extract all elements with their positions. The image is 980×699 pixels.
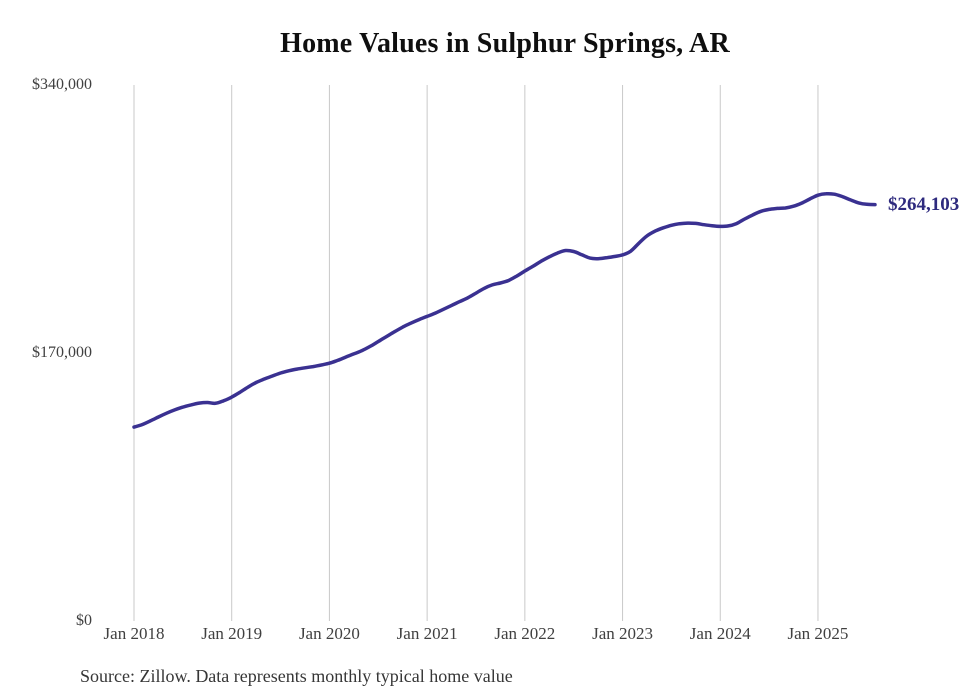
x-axis-label: Jan 2018 [103, 624, 165, 643]
current-value-label: $264,103 [887, 193, 960, 215]
source-note: Source: Zillow. Data represents monthly … [80, 666, 513, 686]
y-axis-label: $340,000 [32, 76, 92, 93]
y-axis-label: $0 [76, 612, 92, 629]
chart-title: Home Values in Sulphur Springs, AR [280, 28, 730, 59]
x-axis-label: Jan 2023 [592, 624, 653, 643]
home-value-line [132, 191, 877, 429]
x-axis-label: Jan 2019 [201, 624, 263, 643]
x-axis-label: Jan 2022 [494, 624, 556, 643]
vertical-gridlines [133, 85, 819, 621]
x-axis-label: Jan 2025 [787, 624, 849, 643]
y-axis-label: $170,000 [32, 344, 92, 361]
x-axis-label: Jan 2021 [396, 624, 458, 643]
x-axis-label: Jan 2024 [689, 624, 751, 643]
x-axis-label: Jan 2020 [298, 624, 360, 643]
